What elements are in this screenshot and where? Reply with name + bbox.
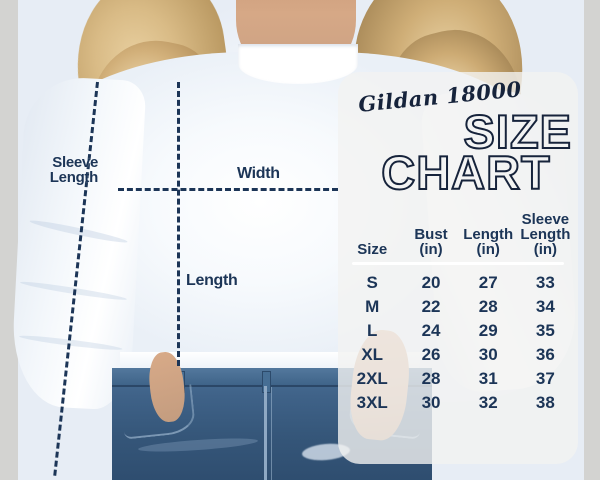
cell-bust: 24 xyxy=(421,321,441,340)
cell-size: XL xyxy=(361,345,384,364)
table-row: 3XL 30 32 38 xyxy=(342,391,574,415)
cell-length: 31 xyxy=(478,369,498,388)
cell-size: S xyxy=(366,273,378,292)
title-line-chart: CHART xyxy=(380,146,551,200)
cell-bust: 26 xyxy=(421,345,441,364)
cell-bust: 22 xyxy=(421,297,441,316)
header-length: Length (in) xyxy=(460,212,517,259)
cell-sleeve-length: 34 xyxy=(535,297,555,316)
header-length-name: Length xyxy=(463,226,514,243)
denim-wear-mark xyxy=(137,435,259,455)
cell-size: 3XL xyxy=(356,393,388,412)
cell-length: 29 xyxy=(478,321,498,340)
length-label: Length xyxy=(186,272,238,289)
cell-bust: 20 xyxy=(421,273,441,292)
measurements-table-body: S 20 27 33 M 22 28 34 L 24 29 xyxy=(342,271,574,415)
cell-bust: 30 xyxy=(421,393,441,412)
cell-sleeve-length: 37 xyxy=(535,369,555,388)
sleeve-length-label: Sleeve Length xyxy=(32,154,99,186)
width-label: Width xyxy=(237,165,280,182)
cell-sleeve-length: 36 xyxy=(535,345,555,364)
cell-length: 32 xyxy=(478,393,498,412)
cell-length: 28 xyxy=(478,297,498,316)
jeans-fly xyxy=(264,386,267,480)
width-guide-line xyxy=(118,188,338,191)
header-sleeve-length: Sleeve Length (in) xyxy=(517,212,574,259)
header-divider xyxy=(352,262,564,265)
cell-size: L xyxy=(367,321,378,340)
cell-sleeve-length: 35 xyxy=(535,321,555,340)
sleeve-label-line2: Length xyxy=(49,169,99,186)
table-header-row: Size Bust (in) Length (in) Sleeve Length xyxy=(342,212,574,259)
cell-sleeve-length: 38 xyxy=(535,393,555,412)
header-size: Size xyxy=(342,212,402,259)
cell-size: M xyxy=(365,297,380,316)
measurements-table-wrap: Size Bust (in) Length (in) Sleeve Length xyxy=(342,212,574,415)
table-header: Size Bust (in) Length (in) Sleeve Length xyxy=(342,212,574,259)
header-bust-unit: (in) xyxy=(419,241,443,258)
size-chart-panel: Gildan 18000 SIZE CHART Size Bust (in) xyxy=(338,72,578,464)
measurements-table: Size Bust (in) Length (in) Sleeve Length xyxy=(342,212,574,259)
sleeve-label-line1: Sleeve xyxy=(52,154,98,171)
table-row: L 24 29 35 xyxy=(342,319,574,343)
cell-size: 2XL xyxy=(356,369,388,388)
cell-sleeve-length: 33 xyxy=(535,273,555,292)
cell-length: 30 xyxy=(478,345,498,364)
table-row: M 22 28 34 xyxy=(342,295,574,319)
sweatshirt-collar xyxy=(238,44,358,84)
size-chart-title: SIZE CHART xyxy=(360,105,572,200)
header-size-name: Size xyxy=(357,241,388,258)
header-sleeve-length-unit: (in) xyxy=(533,241,558,258)
title-line-size: SIZE xyxy=(463,105,572,158)
header-length-unit: (in) xyxy=(476,241,500,258)
table-row: S 20 27 33 xyxy=(342,271,574,295)
header-sleeve-length-name: Sleeve Length xyxy=(520,211,571,243)
length-guide-line xyxy=(177,82,180,366)
cell-length: 27 xyxy=(478,273,498,292)
table-row: XL 26 30 36 xyxy=(342,343,574,367)
header-bust-name: Bust xyxy=(414,226,448,243)
table-row: 2XL 28 31 37 xyxy=(342,367,574,391)
cell-bust: 28 xyxy=(421,369,441,388)
header-bust: Bust (in) xyxy=(402,212,459,259)
